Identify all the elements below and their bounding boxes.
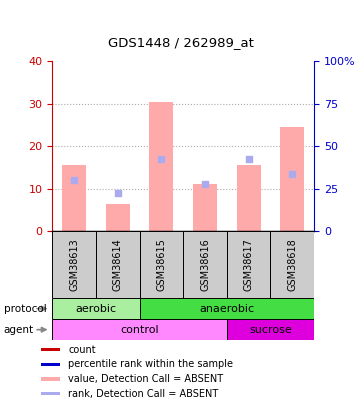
Text: GSM38615: GSM38615 — [156, 238, 166, 291]
Bar — [41, 362, 60, 366]
Bar — [237, 165, 261, 231]
Text: value, Detection Call = ABSENT: value, Detection Call = ABSENT — [68, 374, 223, 384]
Bar — [227, 231, 270, 298]
Bar — [140, 298, 314, 319]
Bar — [41, 392, 60, 395]
Text: GSM38616: GSM38616 — [200, 238, 210, 291]
Bar — [270, 231, 314, 298]
Bar — [149, 102, 173, 231]
Bar — [227, 319, 314, 340]
Point — [71, 177, 77, 183]
Bar — [52, 231, 96, 298]
Text: anaerobic: anaerobic — [199, 304, 255, 313]
Text: agent: agent — [4, 325, 34, 335]
Bar — [52, 319, 227, 340]
Bar — [41, 348, 60, 351]
Point — [290, 171, 295, 177]
Text: GSM38618: GSM38618 — [287, 238, 297, 291]
Text: GSM38614: GSM38614 — [113, 238, 123, 291]
Bar — [96, 231, 140, 298]
Text: control: control — [120, 325, 159, 335]
Point — [246, 156, 252, 162]
Point — [115, 190, 121, 196]
Point — [158, 156, 164, 162]
Text: percentile rank within the sample: percentile rank within the sample — [68, 359, 233, 369]
Text: rank, Detection Call = ABSENT: rank, Detection Call = ABSENT — [68, 389, 218, 399]
Text: sucrose: sucrose — [249, 325, 292, 335]
Bar — [183, 231, 227, 298]
Bar — [280, 127, 304, 231]
Bar — [62, 165, 86, 231]
Bar — [193, 185, 217, 231]
Bar — [140, 231, 183, 298]
Text: GSM38617: GSM38617 — [244, 238, 254, 291]
Text: GDS1448 / 262989_at: GDS1448 / 262989_at — [108, 36, 253, 49]
Bar — [41, 377, 60, 381]
Text: count: count — [68, 345, 96, 354]
Bar — [106, 204, 130, 231]
Text: protocol: protocol — [4, 304, 46, 313]
Point — [202, 181, 208, 188]
Text: aerobic: aerobic — [75, 304, 117, 313]
Text: GSM38613: GSM38613 — [69, 238, 79, 291]
Bar — [52, 298, 140, 319]
